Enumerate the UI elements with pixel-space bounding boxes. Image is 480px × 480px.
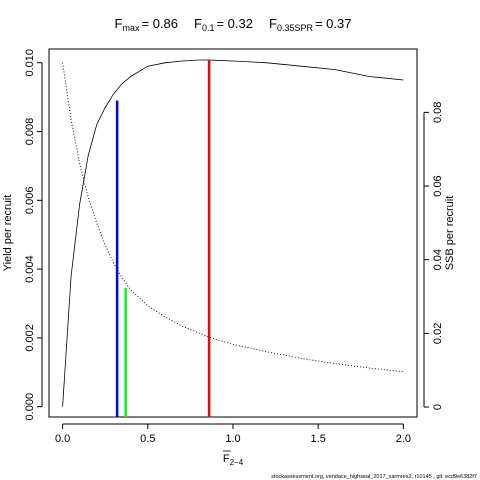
reference-lines <box>115 60 211 417</box>
x-axis: 0.0 0.5 1.0 1.5 2.0 <box>55 423 411 445</box>
x-axis-label-subscript: 2−4 <box>230 458 244 467</box>
y-right-tick-label: 0.04 <box>432 249 444 270</box>
yield-per-recruit-line <box>62 59 404 407</box>
y-right-tick-label: 0 <box>432 404 444 410</box>
chart-title: Fmax = 0.86 F0.1 = 0.32 F0.35SPR = 0.37 <box>115 16 352 33</box>
y-axis-left-label: Yield per recruit <box>2 195 14 272</box>
y-right-tick-label: 0.08 <box>432 102 444 123</box>
title-subscript: 0.35SPR <box>277 23 314 33</box>
y-left-tick-label: 0.000 <box>24 393 36 421</box>
x-tick-label: 2.0 <box>396 433 411 445</box>
plot-frame <box>48 48 418 418</box>
x-tick-label: 0.0 <box>55 433 70 445</box>
y-left-tick-label: 0.006 <box>24 187 36 215</box>
y-left-tick-label: 0.002 <box>24 324 36 352</box>
title-value: = 0.37 <box>315 16 352 31</box>
y-right-tick-label: 0.02 <box>432 323 444 344</box>
x-tick-label: 1.0 <box>225 433 240 445</box>
y-left-tick-label: 0.004 <box>24 255 36 283</box>
y-right-tick-label: 0.06 <box>432 175 444 196</box>
title-subscript: max <box>122 23 140 33</box>
x-axis-label-symbol: F <box>223 453 230 465</box>
title-value: = 0.86 <box>141 16 178 31</box>
title-symbol: F <box>115 16 123 31</box>
y-axis-left: 0.000 0.002 0.004 0.006 0.008 0.010 <box>24 49 43 421</box>
series-layer <box>62 59 404 407</box>
title-subscript: 0.1 <box>202 23 215 33</box>
y-axis-right-label: SSB per recruit <box>444 196 456 271</box>
chart-title-text: Fmax = 0.86 F0.1 = 0.32 F0.35SPR = 0.37 <box>115 16 352 33</box>
y-axis-right: 0 0.02 0.04 0.06 0.08 <box>423 102 444 410</box>
footer-text: stockassessment.org, vendace_highseal_20… <box>271 474 477 480</box>
x-axis-label: F2−4 <box>223 453 244 467</box>
title-value: = 0.32 <box>216 16 253 31</box>
y-left-tick-label: 0.008 <box>24 118 36 146</box>
title-symbol: F <box>194 16 202 31</box>
x-tick-label: 0.5 <box>140 433 155 445</box>
ssb-per-recruit-line <box>62 62 404 373</box>
title-symbol: F <box>269 16 277 31</box>
x-tick-label: 1.5 <box>311 433 326 445</box>
y-left-tick-label: 0.010 <box>24 49 36 77</box>
